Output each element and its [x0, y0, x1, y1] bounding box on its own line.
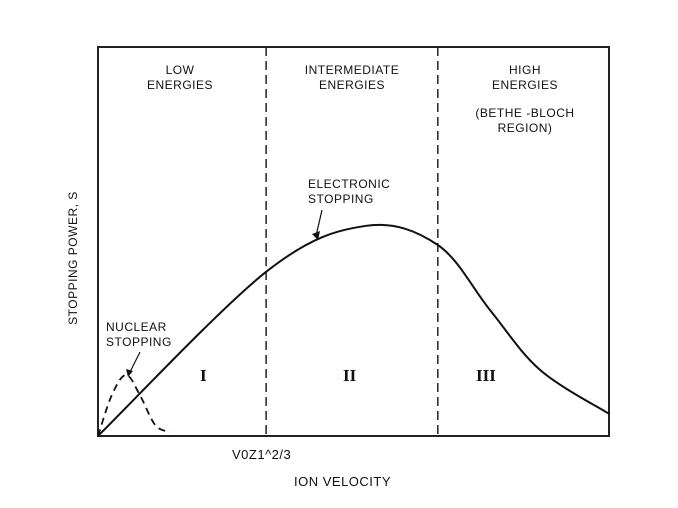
region-ii-numeral: II — [343, 366, 357, 385]
nuclear-stopping-label: NUCLEAR STOPPING — [106, 320, 172, 349]
electronic-label-arrow — [312, 209, 323, 240]
nuclear-label-arrow — [126, 351, 141, 377]
plot-frame — [97, 46, 610, 437]
region-i-numeral: I — [200, 366, 207, 385]
x-axis-label: ION VELOCITY — [294, 474, 392, 489]
region-iii-numeral: III — [476, 366, 496, 385]
region-ii-title: INTERMEDIATE ENERGIES — [304, 63, 400, 92]
region-iii-title: HIGH ENERGIES — [491, 63, 558, 92]
electronic-stopping-curve — [97, 223, 610, 437]
y-axis-label: STOPPING POWER, S — [66, 191, 80, 325]
x-tick-label: V0Z1^2/3 — [232, 447, 292, 462]
region-i-title: LOW ENERGIES — [146, 63, 213, 92]
nuclear-stopping-curve — [97, 374, 171, 437]
electronic-stopping-label: ELECTRONIC STOPPING — [308, 177, 391, 206]
region-iii-note: (BETHE -BLOCH REGION) — [475, 106, 575, 135]
